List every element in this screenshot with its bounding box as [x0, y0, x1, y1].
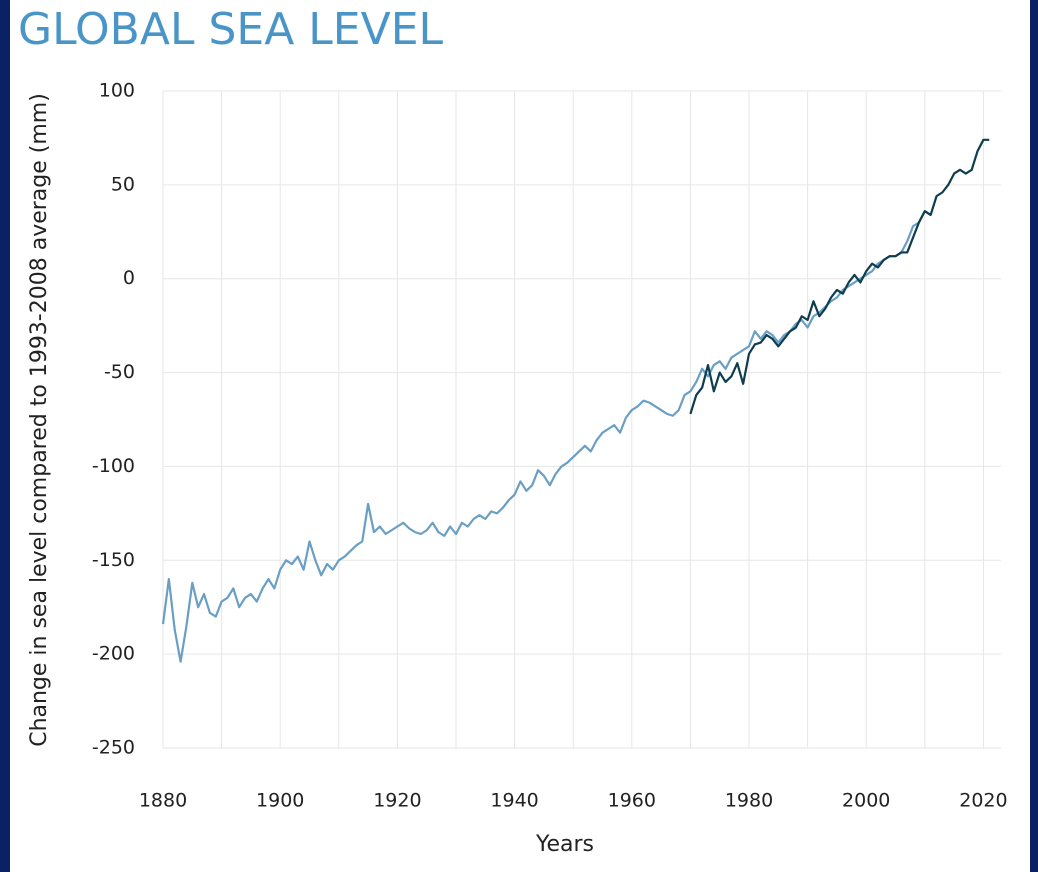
- y-tick-label: 100: [99, 80, 135, 102]
- y-axis-label: Change in sea level compared to 1993-200…: [27, 93, 52, 747]
- x-tick-label: 1900: [256, 790, 304, 812]
- series-line: [689, 138, 990, 415]
- chart-title: GLOBAL SEA LEVEL: [18, 4, 443, 55]
- x-tick-label: 1960: [608, 790, 656, 812]
- x-axis-label: Years: [535, 832, 594, 857]
- x-tick-label: 1920: [373, 790, 421, 812]
- y-tick-label: 0: [123, 267, 135, 289]
- y-tick-label: -150: [92, 549, 135, 571]
- x-tick-label: 1940: [490, 790, 538, 812]
- x-tick-label: 2020: [959, 790, 1007, 812]
- x-tick-label: 2000: [842, 790, 890, 812]
- y-tick-label: -50: [104, 361, 135, 383]
- y-tick-label: -100: [92, 455, 135, 477]
- panel: [10, 0, 1030, 872]
- x-tick-label: 1880: [139, 790, 187, 812]
- y-tick-label: -200: [92, 643, 135, 665]
- y-tick-label: 50: [111, 173, 135, 195]
- x-tick-label: 1980: [725, 790, 773, 812]
- y-tick-label: -250: [92, 737, 135, 759]
- series-line: [161, 210, 932, 663]
